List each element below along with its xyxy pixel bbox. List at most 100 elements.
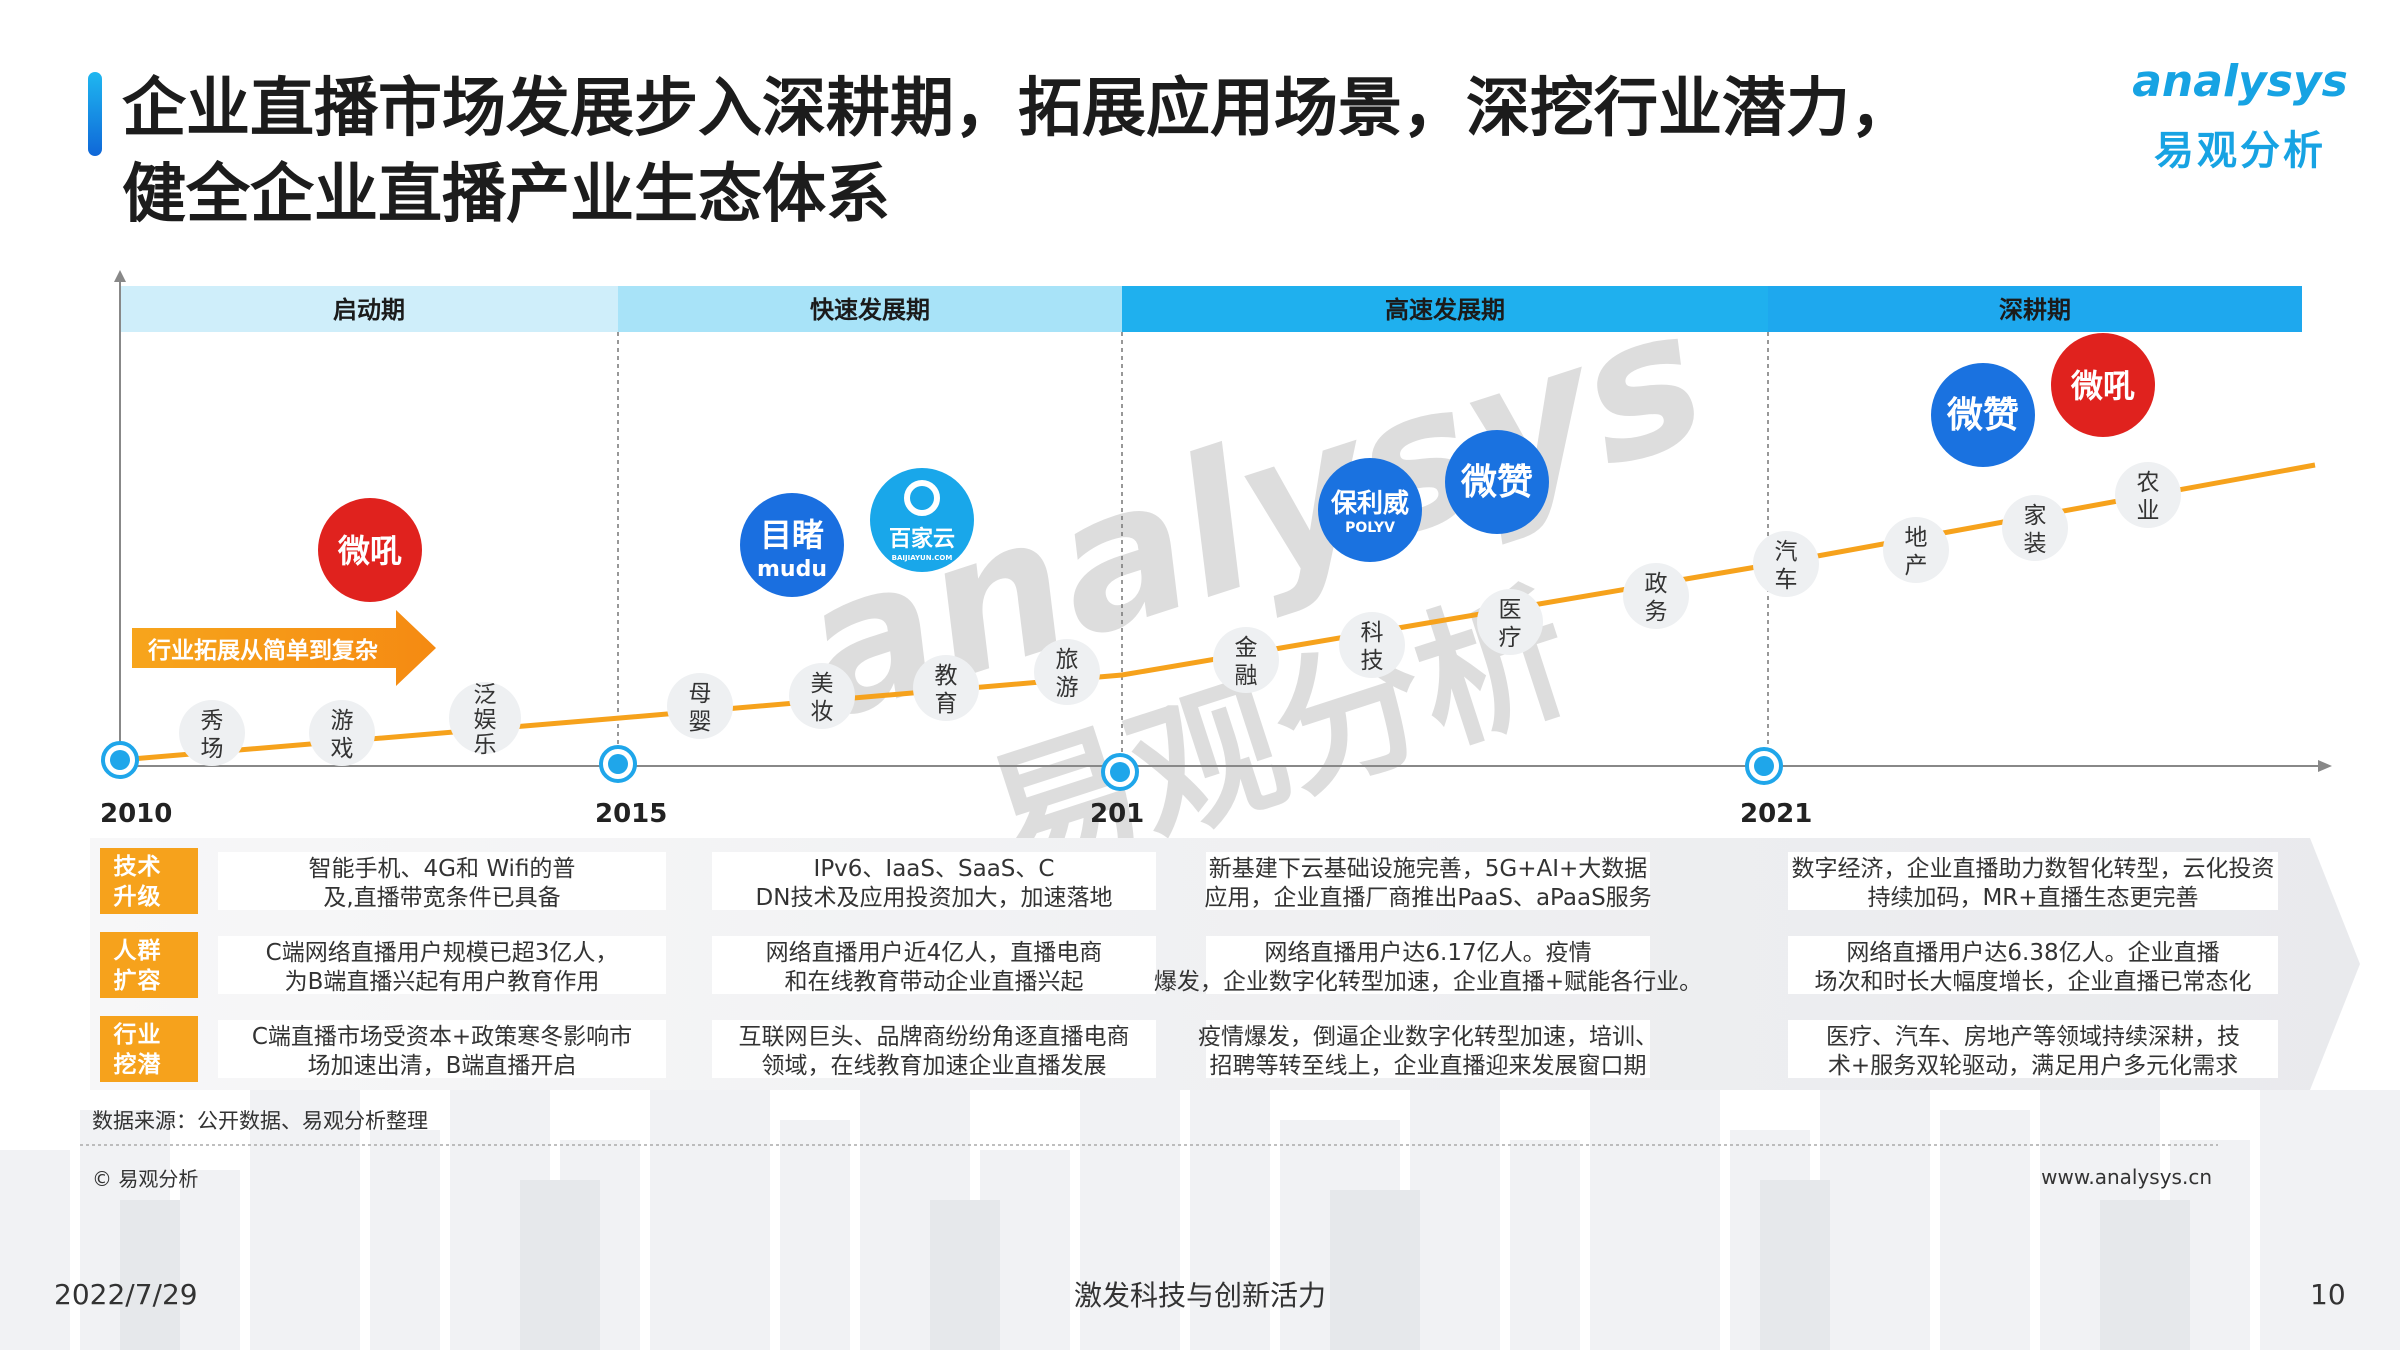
industry-bubbles: 秀场 游戏 泛娱乐 母婴 美妆 教育 旅游 金融 科技 医疗 政务 汽车 地产 … <box>179 462 2181 766</box>
year-markers <box>101 741 1783 791</box>
data-source-text: 数据来源：公开数据、易观分析整理 <box>92 1109 428 1133</box>
svg-text:游: 游 <box>1056 675 1079 701</box>
stage-cell-text: 场次和时长大幅度增长，企业直播已常态化 <box>1815 969 2252 995</box>
industry-bubble: 科技 <box>1339 612 1405 678</box>
svg-text:汽: 汽 <box>1775 539 1798 565</box>
svg-text:BAIJIAYUN.COM: BAIJIAYUN.COM <box>892 554 953 562</box>
svg-text:容: 容 <box>138 967 161 994</box>
industry-bubble: 家装 <box>2002 495 2068 561</box>
svg-text:融: 融 <box>1235 663 1258 689</box>
stage-cell-text: 应用，企业直播厂商推出PaaS、aPaaS服务 <box>1204 885 1651 911</box>
stage-cell-text: 网络直播用户达6.38亿人。企业直播 <box>1846 940 2219 966</box>
svg-text:微赞: 微赞 <box>1460 462 1533 503</box>
svg-text:扩: 扩 <box>114 968 137 994</box>
timeline-axes <box>114 270 2332 772</box>
svg-text:疗: 疗 <box>1499 625 1522 651</box>
svg-text:医: 医 <box>1499 597 1522 623</box>
svg-text:政: 政 <box>1645 571 1668 597</box>
svg-text:业: 业 <box>2137 498 2160 524</box>
industry-bubble: 医疗 <box>1477 589 1543 655</box>
industry-bubble: 泛娱乐 <box>449 682 521 758</box>
row-labels: 技术升级 人群扩容 行业挖潜 <box>100 848 198 1082</box>
stage-cell-text: 网络直播用户近4亿人，直播电商 <box>766 940 1103 966</box>
stage-cell-text: 爆发，企业数字化转型加速，企业直播+赋能各行业。 <box>1154 969 1702 995</box>
svg-text:业: 业 <box>138 1022 161 1048</box>
industry-bubble: 汽车 <box>1753 531 1819 597</box>
svg-text:潜: 潜 <box>138 1052 162 1078</box>
row-label-tech: 技术升级 <box>100 848 198 914</box>
stage-cell-text: 及,直播带宽条件已具备 <box>323 885 560 911</box>
svg-text:技: 技 <box>1361 648 1384 674</box>
industry-bubble: 母婴 <box>667 673 733 739</box>
website-text: www.analysys.cn <box>2041 1165 2212 1189</box>
brand-logo-vhall-icon: 微吼 <box>2051 333 2155 437</box>
industry-expansion-label: 行业拓展从简单到复杂 <box>147 637 378 664</box>
brand-logo-baijiayun-icon: 百家云 BAIJIAYUN.COM <box>870 468 974 572</box>
year-label-2015: 2015 <box>595 799 667 829</box>
svg-text:百家云: 百家云 <box>889 526 955 552</box>
svg-text:农: 农 <box>2137 470 2160 496</box>
svg-text:微吼: 微吼 <box>2070 367 2135 405</box>
industry-bubble: 旅游 <box>1034 639 1100 705</box>
page-title-line-1: 企业直播市场发展步入深耕期，拓展应用场景，深挖行业潜力， <box>122 72 1914 146</box>
svg-text:婴: 婴 <box>689 709 712 735</box>
report-date: 2022/7/29 <box>54 1278 198 1311</box>
svg-text:产: 产 <box>1905 553 1928 579</box>
svg-text:母: 母 <box>689 681 712 707</box>
stage-cell-text: 为B端直播兴起有用户教育作用 <box>285 969 600 995</box>
slogan-text: 激发科技与创新活力 <box>1073 1279 1326 1312</box>
industry-bubble: 地产 <box>1883 517 1949 583</box>
svg-text:车: 车 <box>1775 567 1798 593</box>
svg-text:行: 行 <box>113 1021 137 1048</box>
svg-text:地: 地 <box>1905 525 1928 551</box>
svg-text:教: 教 <box>935 663 958 689</box>
stage-cell-text: 医疗、汽车、房地产等领域持续深耕，技 <box>1826 1024 2240 1050</box>
industry-bubble: 金融 <box>1213 627 1279 693</box>
stage-cell-text: 持续加码，MR+直播生态更完善 <box>1867 885 2198 911</box>
svg-text:家: 家 <box>2024 503 2047 529</box>
svg-text:术: 术 <box>138 854 161 880</box>
year-label-2021: 2021 <box>1740 799 1812 829</box>
industry-bubble: 农业 <box>2115 462 2181 528</box>
stage-cell-text: 领域，在线教育加速企业直播发展 <box>762 1053 1107 1079</box>
stage-cell-text: 和在线教育带动企业直播兴起 <box>785 969 1084 995</box>
stage-cell-text: C端网络直播用户规模已超3亿人， <box>266 940 619 966</box>
svg-text:泛: 泛 <box>474 682 497 708</box>
brand-logo-mudu-icon: 目睹 mudu <box>740 493 844 597</box>
svg-text:挖: 挖 <box>114 1051 137 1078</box>
phase-band-4 <box>1768 286 2302 332</box>
svg-text:级: 级 <box>138 883 161 910</box>
year-label-2010: 2010 <box>100 799 172 829</box>
svg-text:务: 务 <box>1645 599 1668 625</box>
phase-label-3: 高速发展期 <box>1385 296 1505 324</box>
svg-text:装: 装 <box>2024 531 2047 557</box>
page-title: 企业直播市场发展步入深耕期，拓展应用场景，深挖行业潜力， 健全企业直播产业生态体… <box>122 66 2082 238</box>
stage-cells <box>218 852 2278 1078</box>
phase-band-2 <box>618 286 1122 332</box>
svg-text:场: 场 <box>201 736 224 762</box>
title-accent-bar <box>88 72 102 156</box>
stage-cell-text: DN技术及应用投资加大，加速落地 <box>756 885 1113 911</box>
row-label-audience: 人群扩容 <box>100 932 198 998</box>
svg-text:妆: 妆 <box>811 699 834 725</box>
analysys-watermark: analysys 易观分析 <box>776 265 1729 914</box>
industry-bubble: 美妆 <box>789 663 855 729</box>
svg-text:人: 人 <box>114 938 138 964</box>
phase-label-1: 启动期 <box>333 296 405 324</box>
svg-text:秀: 秀 <box>201 708 224 734</box>
stage-cell-text: 新基建下云基础设施完善，5G+AI+大数据 <box>1209 856 1648 882</box>
analysys-logo: analysys 易观分析 <box>2120 56 2360 176</box>
brand-logo-vhall-icon: 微吼 <box>318 498 422 602</box>
stage-cell-text: 智能手机、4G和 Wifi的普 <box>309 856 576 882</box>
svg-text:旅: 旅 <box>1056 647 1079 673</box>
svg-text:美: 美 <box>811 671 834 697</box>
stage-cell-text: 招聘等转至线上，企业直播迎来发展窗口期 <box>1210 1053 1647 1079</box>
svg-text:保利威: 保利威 <box>1330 488 1409 519</box>
stage-cell-text: IPv6、IaaS、SaaS、C <box>814 856 1055 882</box>
stage-cell-text: 网络直播用户达6.17亿人。疫情 <box>1264 940 1591 966</box>
